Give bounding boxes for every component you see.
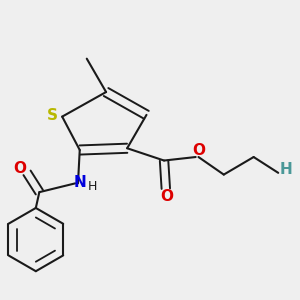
Text: O: O: [192, 143, 205, 158]
Text: H: H: [88, 180, 98, 194]
Text: O: O: [13, 161, 26, 176]
Text: H: H: [280, 162, 292, 177]
Text: N: N: [74, 175, 86, 190]
Text: S: S: [47, 108, 58, 123]
Text: O: O: [160, 189, 173, 204]
